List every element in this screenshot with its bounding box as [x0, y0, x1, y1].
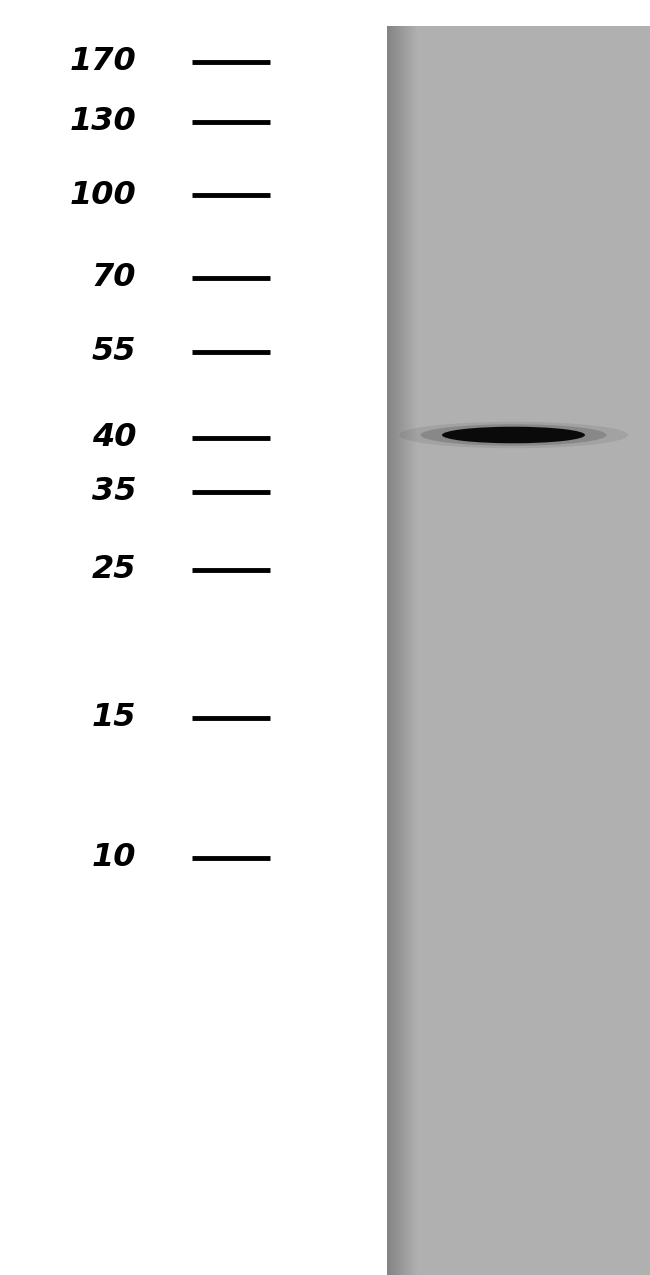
Bar [413, 26, 414, 1275]
Bar [393, 26, 394, 1275]
Bar [416, 26, 417, 1275]
Bar [398, 26, 400, 1275]
Text: 55: 55 [92, 337, 136, 367]
Bar [388, 26, 389, 1275]
Bar [389, 26, 390, 1275]
Ellipse shape [442, 427, 585, 444]
Bar [402, 26, 403, 1275]
Bar [409, 26, 410, 1275]
Text: 70: 70 [92, 263, 136, 293]
Bar [401, 26, 402, 1275]
Bar [410, 26, 411, 1275]
Bar [394, 26, 395, 1275]
Bar [391, 26, 392, 1275]
Bar [405, 26, 406, 1275]
Bar [400, 26, 401, 1275]
Bar [387, 26, 650, 1275]
Text: 15: 15 [92, 703, 136, 733]
Text: 130: 130 [70, 107, 136, 138]
Text: 10: 10 [92, 843, 136, 873]
Bar [404, 26, 405, 1275]
Text: 40: 40 [92, 422, 136, 454]
Ellipse shape [399, 422, 628, 449]
Bar [392, 26, 393, 1275]
Text: 100: 100 [70, 180, 136, 210]
Text: 170: 170 [70, 46, 136, 78]
Bar [395, 26, 396, 1275]
Bar [415, 26, 416, 1275]
Bar [403, 26, 404, 1275]
Bar [408, 26, 409, 1275]
Bar [387, 26, 388, 1275]
Ellipse shape [421, 425, 606, 446]
Bar [406, 26, 407, 1275]
Text: 35: 35 [92, 477, 136, 507]
Bar [396, 26, 398, 1275]
Text: 25: 25 [92, 555, 136, 585]
Bar [411, 26, 413, 1275]
Bar [407, 26, 408, 1275]
Bar [414, 26, 415, 1275]
Bar [390, 26, 391, 1275]
